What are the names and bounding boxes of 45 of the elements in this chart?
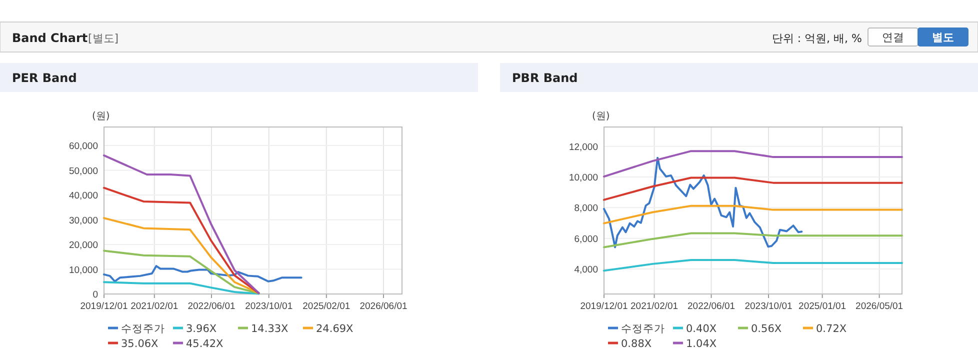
y-tick-label: 50,000 — [68, 166, 98, 177]
y-tick-label: 30,000 — [68, 215, 98, 226]
y-tick-label: 12,000 — [568, 142, 598, 153]
legend-label: 3.96X — [186, 323, 217, 335]
y-tick-label: 4,000 — [574, 264, 598, 276]
x-tick-label: 2021/02/01 — [130, 301, 178, 312]
legend-label: 14.33X — [251, 323, 288, 335]
legend-label: 35.06X — [121, 338, 158, 350]
y-tick-label: 20,000 — [68, 240, 98, 252]
text: 별도 — [932, 31, 954, 44]
x-tick-label: 2021/02/01 — [630, 301, 678, 312]
y-tick-label: 8,000 — [574, 203, 598, 214]
legend-label: 24.69X — [316, 323, 354, 335]
legend-label: 수정주가 — [621, 323, 665, 335]
legend-label: 1.04X — [686, 338, 717, 350]
y-axis-title: (원) — [92, 111, 110, 122]
y-tick-label: 0 — [92, 290, 98, 300]
x-tick-label: 2022/06/01 — [188, 301, 236, 312]
x-tick-label: 2023/10/01 — [245, 301, 293, 312]
x-tick-label: 2026/06/01 — [360, 301, 408, 312]
y-tick-label: 40,000 — [68, 190, 98, 202]
x-tick-label: 2026/05/01 — [856, 301, 904, 312]
legend-label: 0.56X — [751, 323, 782, 335]
x-tick-label: 2019/12/01 — [80, 301, 128, 312]
y-tick-label: 10,000 — [68, 264, 98, 276]
y-tick-label: 60,000 — [68, 141, 98, 152]
x-tick-label: 2022/06/01 — [688, 301, 736, 312]
y-tick-label: 6,000 — [574, 234, 598, 245]
legend-label: 45.42X — [186, 338, 224, 350]
x-tick-label: 2025/02/01 — [302, 301, 350, 312]
chart-title: PBR Band — [512, 71, 578, 85]
legend-label: 수정주가 — [121, 323, 165, 335]
x-tick-label: 2023/10/01 — [744, 301, 792, 312]
x-tick-label: 2019/12/01 — [580, 301, 628, 312]
y-axis-title: (원) — [592, 111, 610, 122]
x-tick-label: 2025/01/01 — [798, 301, 846, 312]
chart-title: PER Band — [12, 71, 77, 85]
y-tick-label: 10,000 — [568, 172, 598, 184]
legend-label: 0.72X — [816, 323, 847, 335]
text: 단위 : 억원, 배, % — [772, 32, 862, 45]
text: 연결 — [882, 31, 904, 44]
text: Band Chart — [12, 31, 88, 45]
legend-label: 0.88X — [621, 338, 652, 350]
text: [별도] — [88, 32, 119, 45]
legend-label: 0.40X — [686, 323, 717, 335]
